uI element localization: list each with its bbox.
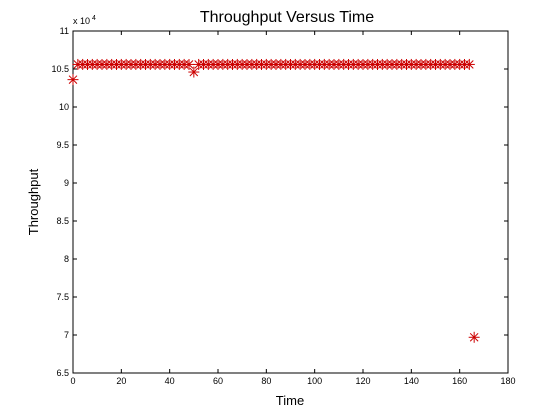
chart-title: Throughput Versus Time — [200, 9, 374, 26]
data-series — [67, 58, 480, 343]
y-exponent-base: x 10 — [73, 16, 90, 26]
x-tick-label: 100 — [307, 376, 322, 386]
data-point — [67, 74, 79, 86]
y-tick-label: 10 — [59, 102, 69, 112]
y-axis-label: Throughput — [26, 168, 41, 235]
x-tick-label: 60 — [213, 376, 223, 386]
y-tick-label: 10.5 — [51, 64, 69, 74]
x-tick-label: 0 — [70, 376, 75, 386]
x-tick-label: 140 — [404, 376, 419, 386]
data-point — [188, 66, 200, 78]
x-tick-label: 180 — [500, 376, 515, 386]
y-axis: 6.5 7 7.5 8 8.5 9 9.5 10 10.5 11 — [51, 26, 508, 378]
y-exponent-label: x 10 4 — [73, 15, 96, 26]
y-tick-label: 7.5 — [56, 292, 69, 302]
x-tick-label: 80 — [261, 376, 271, 386]
y-tick-label: 11 — [60, 26, 69, 36]
y-tick-label: 7 — [64, 330, 69, 340]
y-exponent-power: 4 — [92, 15, 96, 22]
x-tick-label: 120 — [355, 376, 370, 386]
y-tick-label: 9.5 — [56, 140, 69, 150]
data-point — [463, 58, 475, 70]
x-tick-label: 160 — [452, 376, 467, 386]
y-tick-label: 9 — [64, 178, 69, 188]
data-point — [468, 331, 480, 343]
x-tick-label: 20 — [116, 376, 126, 386]
y-tick-label: 8 — [64, 254, 69, 264]
x-axis-label: Time — [276, 393, 304, 408]
y-tick-label: 6.5 — [56, 368, 69, 378]
data-point — [183, 58, 195, 70]
x-tick-label: 40 — [165, 376, 175, 386]
x-axis: 0 20 40 60 80 100 120 140 160 180 — [70, 31, 516, 386]
y-tick-label: 8.5 — [56, 216, 69, 226]
plot-area — [72, 30, 509, 374]
